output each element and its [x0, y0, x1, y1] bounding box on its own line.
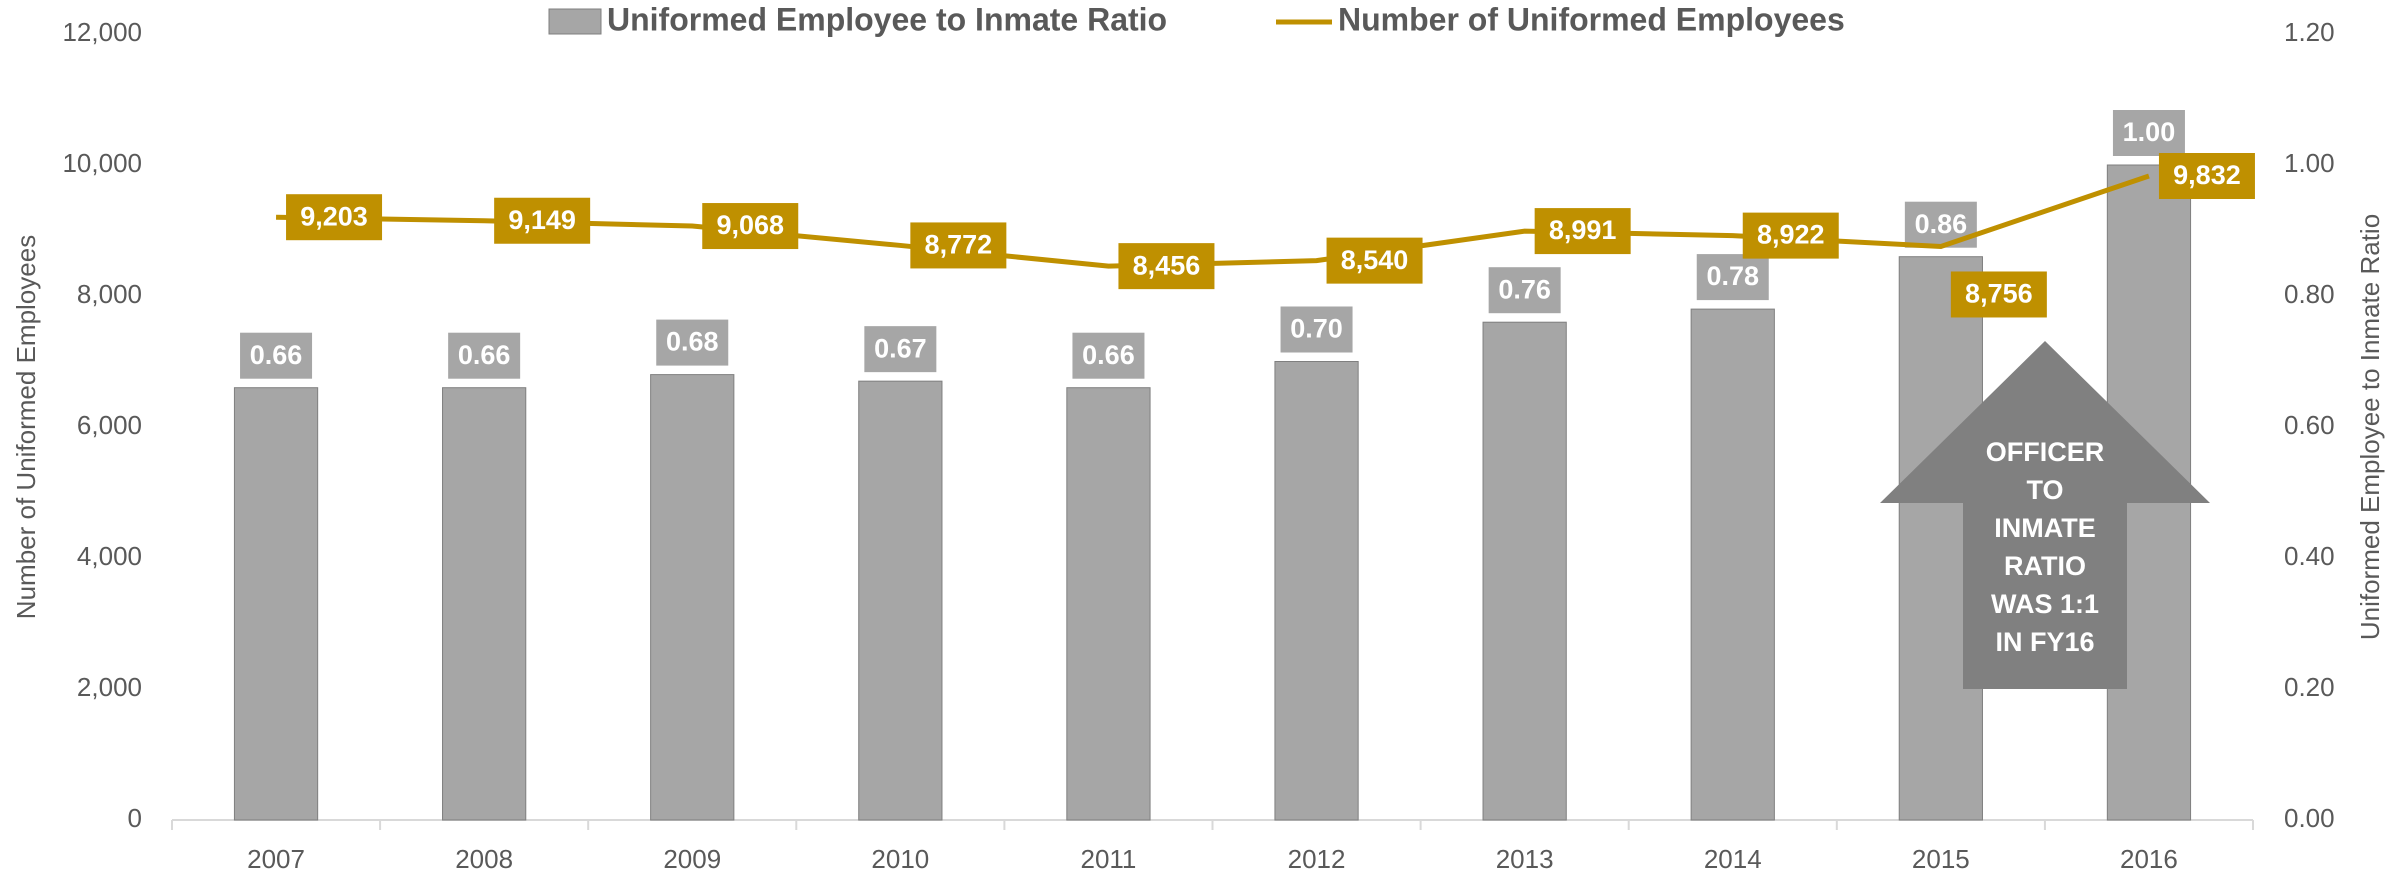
line-value-label: 8,991 — [1549, 215, 1617, 245]
y-tick-label: 8,000 — [77, 279, 142, 309]
annotation-text: RATIO — [2004, 551, 2086, 581]
y-tick-label: 0 — [128, 803, 142, 833]
bar-value-label: 0.67 — [874, 333, 927, 363]
bar-value-label: 0.76 — [1498, 274, 1551, 304]
line-value-label: 8,772 — [925, 230, 993, 260]
bar — [233, 387, 319, 821]
line-value-label: 8,922 — [1757, 220, 1825, 250]
line-value-label-box — [910, 222, 1007, 269]
bar-value-label-box — [656, 319, 729, 366]
legend-label: Number of Uniformed Employees — [1338, 1, 1845, 37]
y2-tick-label: 0.00 — [2284, 803, 2335, 833]
line-value-label: 8,540 — [1341, 245, 1409, 275]
bar-value-label: 1.00 — [2123, 117, 2176, 147]
x-tick-label: 2009 — [663, 844, 721, 873]
line-value-label-box — [1950, 271, 2047, 318]
y2-tick-label: 0.20 — [2284, 672, 2335, 702]
y-tick-label: 4,000 — [77, 541, 142, 571]
annotation-text: INMATE — [1994, 513, 2096, 543]
x-tick-label: 2013 — [1496, 844, 1554, 873]
annotation-arrow — [1880, 341, 2210, 689]
bar-value-label-box — [448, 332, 521, 379]
bar — [1274, 361, 1359, 821]
x-tick-label: 2012 — [1288, 844, 1346, 873]
line-value-label-box — [2158, 153, 2255, 200]
line-value-label: 9,203 — [300, 201, 368, 231]
bar-value-label-box — [864, 326, 937, 373]
y2-tick-label: 0.80 — [2284, 279, 2335, 309]
line-value-label: 8,456 — [1133, 250, 1201, 280]
bar-value-label-box — [1280, 306, 1353, 353]
annotation-text: OFFICER — [1986, 437, 2105, 467]
x-tick-label: 2016 — [2120, 844, 2178, 873]
line-value-label-box — [1118, 243, 1215, 290]
annotation-text: WAS 1:1 — [1991, 589, 2099, 619]
bar-value-label-box — [1072, 332, 1145, 379]
bar — [442, 387, 527, 821]
y-tick-label: 10,000 — [62, 148, 142, 178]
bar-value-label: 0.66 — [1082, 340, 1135, 370]
line-value-label: 9,149 — [508, 205, 576, 235]
annotation-text: TO — [2026, 475, 2063, 505]
y2-tick-label: 1.00 — [2284, 148, 2335, 178]
x-tick-label: 2008 — [455, 844, 513, 873]
bar — [1066, 387, 1151, 821]
annotation-text: IN FY16 — [1995, 627, 2094, 657]
x-tick-label: 2015 — [1912, 844, 1970, 873]
bar-value-label: 0.66 — [250, 340, 303, 370]
y-tick-label: 2,000 — [77, 672, 142, 702]
bar — [650, 374, 735, 821]
y-tick-label: 6,000 — [77, 410, 142, 440]
y2-axis-label: Uniformed Employee to Inmate Ratio — [2355, 214, 2385, 640]
line-value-label-box — [1326, 237, 1423, 284]
y2-tick-label: 0.60 — [2284, 410, 2335, 440]
y-tick-label: 12,000 — [62, 17, 142, 47]
y2-tick-label: 0.40 — [2284, 541, 2335, 571]
line-value-label: 9,068 — [716, 210, 784, 240]
bar — [858, 380, 943, 821]
line-value-label: 8,756 — [1965, 279, 2033, 309]
bar-value-label: 0.66 — [458, 340, 511, 370]
bar — [1482, 321, 1567, 821]
bar-value-label: 0.70 — [1290, 314, 1343, 344]
y2-tick-label: 1.20 — [2284, 17, 2335, 47]
bar-value-label: 0.86 — [1915, 209, 1968, 239]
line-value-label-box — [1534, 208, 1631, 255]
line-value-label-box — [1742, 212, 1839, 259]
x-tick-label: 2007 — [247, 844, 305, 873]
x-tick-label: 2011 — [1080, 844, 1136, 873]
line-value-label-box — [702, 203, 799, 250]
bar — [1690, 308, 1775, 821]
bar-value-label-box — [2112, 110, 2185, 156]
legend-swatch-bar — [548, 8, 602, 35]
x-tick-label: 2014 — [1704, 844, 1762, 873]
line-value-label: 9,832 — [2173, 160, 2241, 190]
line-value-label-box — [494, 197, 591, 244]
bar-value-label: 0.68 — [666, 327, 719, 357]
bar-value-label: 0.78 — [1706, 261, 1759, 291]
legend-label: Uniformed Employee to Inmate Ratio — [607, 1, 1167, 37]
x-tick-label: 2010 — [871, 844, 929, 873]
bar-value-label-box — [1488, 267, 1561, 314]
bar-value-label-box — [240, 332, 313, 379]
y-axis-label: Number of Uniformed Employees — [11, 235, 41, 619]
line-value-label-box — [286, 194, 383, 241]
bar-value-label-box — [1696, 254, 1769, 301]
